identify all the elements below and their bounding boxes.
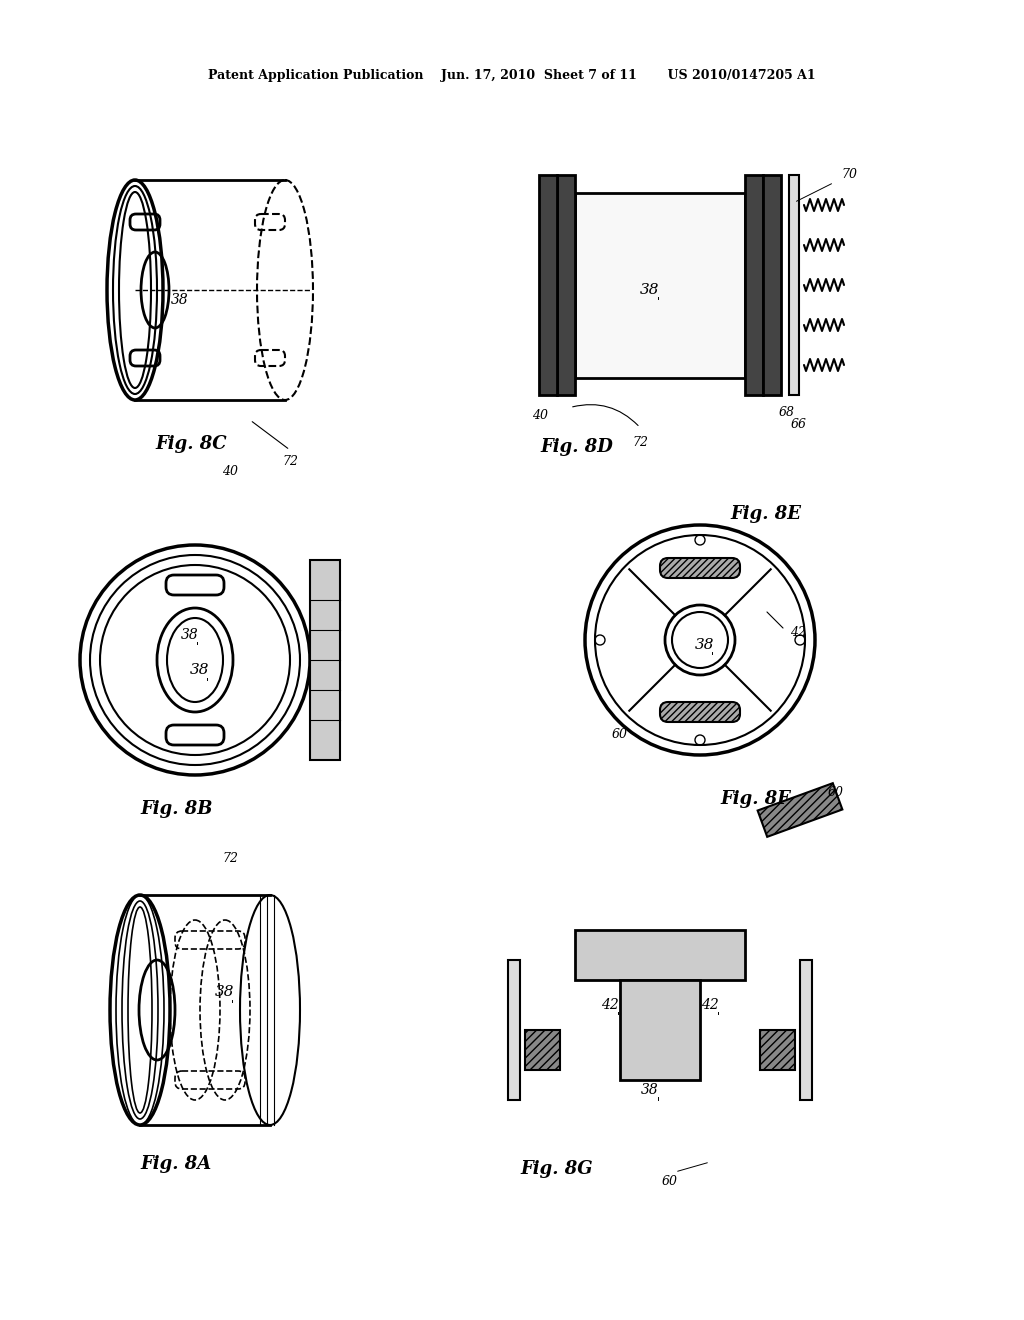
Text: 38: 38 <box>640 282 659 297</box>
Text: Fig. 8G: Fig. 8G <box>520 1160 593 1177</box>
Polygon shape <box>758 783 843 837</box>
Text: 68: 68 <box>779 405 795 418</box>
Text: 72: 72 <box>632 436 648 449</box>
Text: 38: 38 <box>190 663 210 677</box>
Text: 38: 38 <box>171 293 188 308</box>
Text: 66: 66 <box>791 417 807 430</box>
Text: 60: 60 <box>828 785 844 799</box>
Text: 42: 42 <box>701 998 719 1012</box>
Text: 42: 42 <box>601 998 618 1012</box>
Bar <box>508 960 520 1100</box>
Text: Fig. 8A: Fig. 8A <box>140 1155 211 1173</box>
Bar <box>745 176 763 395</box>
Text: 72: 72 <box>282 455 298 469</box>
Bar <box>763 176 781 395</box>
Bar <box>620 979 700 1080</box>
Text: 38: 38 <box>215 985 234 999</box>
Bar <box>525 1030 560 1071</box>
Text: Fig. 8E: Fig. 8E <box>730 506 801 523</box>
Bar <box>575 931 745 979</box>
Text: 72: 72 <box>222 851 238 865</box>
Text: 40: 40 <box>222 465 238 478</box>
Bar <box>310 560 340 760</box>
Text: 38: 38 <box>695 638 715 652</box>
Text: 38: 38 <box>181 628 199 642</box>
Text: 42: 42 <box>790 626 806 639</box>
Text: 60: 60 <box>662 1175 678 1188</box>
Bar <box>800 960 812 1100</box>
Text: Fig. 8F: Fig. 8F <box>720 789 790 808</box>
FancyBboxPatch shape <box>660 558 740 578</box>
Bar <box>557 176 575 395</box>
Bar <box>539 176 557 395</box>
Text: 38: 38 <box>641 1082 658 1097</box>
Text: Fig. 8B: Fig. 8B <box>140 800 213 818</box>
Bar <box>575 193 745 378</box>
Bar <box>620 979 700 1080</box>
Bar <box>790 176 799 395</box>
Text: Fig. 8D: Fig. 8D <box>540 437 613 455</box>
Bar <box>760 1030 795 1071</box>
Bar <box>575 931 745 979</box>
Text: 60: 60 <box>612 729 628 742</box>
Text: 70: 70 <box>841 168 857 181</box>
FancyBboxPatch shape <box>660 702 740 722</box>
Text: Fig. 8C: Fig. 8C <box>155 436 226 453</box>
Text: 40: 40 <box>532 409 548 422</box>
Text: Patent Application Publication    Jun. 17, 2010  Sheet 7 of 11       US 2010/014: Patent Application Publication Jun. 17, … <box>208 69 816 82</box>
